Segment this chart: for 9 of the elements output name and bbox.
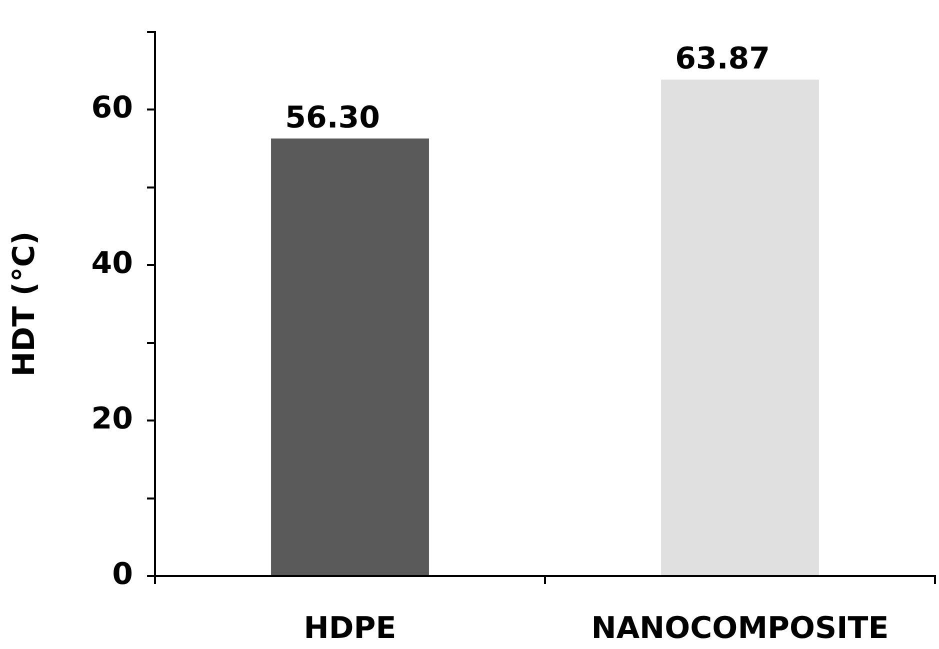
data-label: 56.30	[285, 100, 380, 136]
x-tick-label: NANOCOMPOSITE	[591, 610, 889, 646]
y-tick-label: 40	[91, 246, 133, 281]
y-axis-title: HDT (°C)	[6, 231, 42, 377]
x-tick-label: HDPE	[304, 610, 396, 646]
y-tick-label: 0	[112, 556, 133, 592]
data-label: 63.87	[675, 41, 770, 76]
y-tick-label: 20	[91, 401, 133, 436]
y-tick-label: 60	[91, 90, 133, 126]
